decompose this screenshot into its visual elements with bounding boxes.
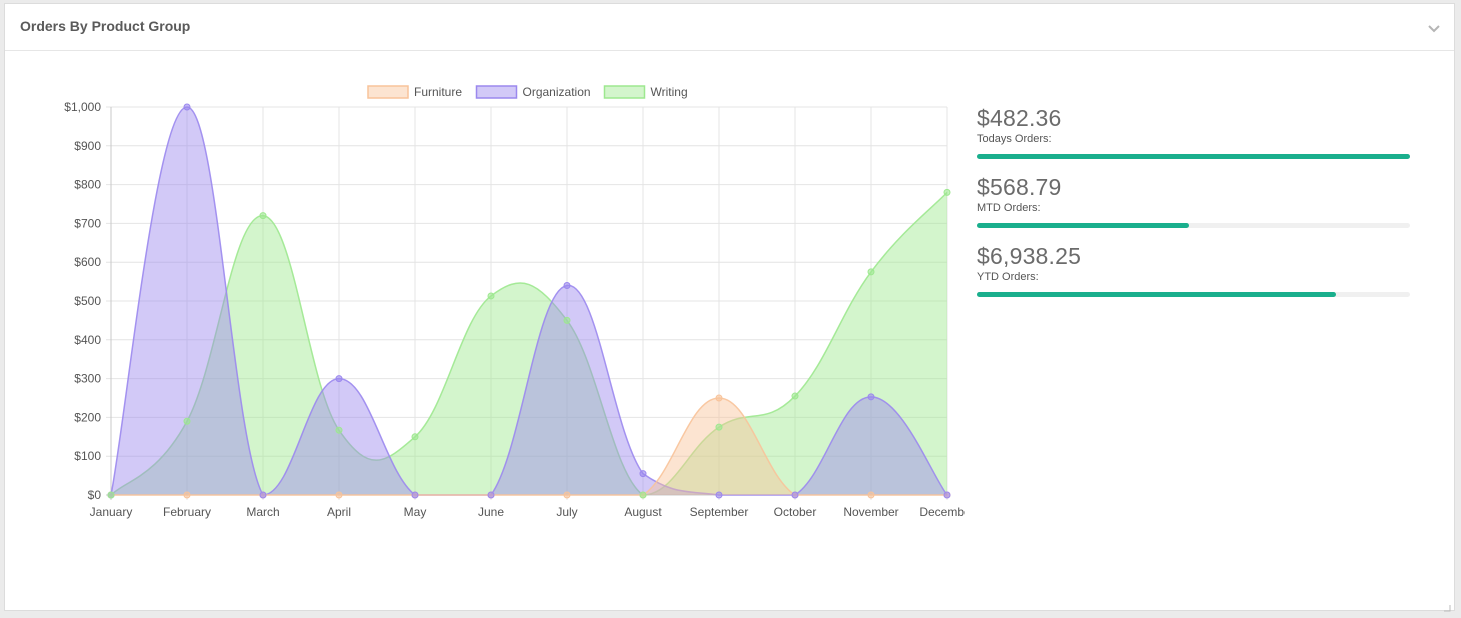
order-stats: $482.36 Todays Orders: $568.79 MTD Order… <box>977 104 1411 311</box>
data-point-organization <box>487 491 495 499</box>
y-tick-label: $1,000 <box>64 100 101 114</box>
data-point-writing <box>107 491 115 499</box>
orders-panel: Orders By Product Group $0 $100 $200 $300 $4… <box>4 3 1455 612</box>
chart-axes: $0 $100 $200 $300 $400 $500 $600 $700 $800 $900 $1… <box>64 100 965 519</box>
orders-chart: $0 $100 $200 $300 $400 $500 $600 $700 $800 $900 $1… <box>64 85 965 519</box>
panel-title: Orders By Product Group <box>20 18 191 34</box>
x-tick-label: December <box>919 505 965 519</box>
y-tick-label: $700 <box>74 216 101 230</box>
data-point-furniture <box>867 491 875 499</box>
y-tick-label: $600 <box>74 255 101 269</box>
data-point-writing <box>335 426 343 434</box>
y-tick-label: $0 <box>88 488 102 502</box>
x-tick-label: April <box>327 505 351 519</box>
legend-swatch-writing <box>603 85 646 99</box>
x-tick-label: May <box>404 505 427 519</box>
y-tick-label: $800 <box>74 178 101 192</box>
legend-label-furniture: Furniture <box>414 85 462 99</box>
progress-track <box>977 223 1410 228</box>
data-point-organization <box>335 375 343 383</box>
chart-grid <box>106 106 948 500</box>
data-point-writing <box>487 292 495 300</box>
data-point-furniture <box>563 491 571 499</box>
stat-label: Todays Orders: <box>977 133 1052 145</box>
stat-value: $568.79 <box>977 174 1062 200</box>
x-tick-label: February <box>163 505 211 519</box>
x-tick-label: January <box>90 505 133 519</box>
x-tick-label: September <box>690 505 749 519</box>
stat-value: $482.36 <box>977 105 1062 131</box>
stat-value: $6,938.25 <box>977 243 1082 269</box>
series-area-organization <box>111 107 947 495</box>
stat-label: MTD Orders: <box>977 202 1041 214</box>
x-tick-label: October <box>774 505 817 519</box>
data-point-writing <box>411 433 419 441</box>
panel-header: Orders By Product Group <box>5 4 1454 51</box>
data-point-furniture <box>715 394 723 402</box>
data-point-writing <box>943 188 951 196</box>
x-tick-label: November <box>843 505 898 519</box>
progress-track <box>977 292 1410 297</box>
data-point-writing <box>715 423 723 431</box>
data-point-writing <box>791 392 799 400</box>
data-point-furniture <box>335 491 343 499</box>
resize-handle-icon[interactable] <box>1443 599 1451 612</box>
data-point-organization <box>183 103 191 111</box>
stat-mtd-orders: $568.79 MTD Orders: <box>977 173 1411 242</box>
x-tick-label: July <box>556 505 577 519</box>
data-point-organization <box>867 393 875 401</box>
series-area-furniture <box>111 398 947 495</box>
data-point-writing <box>867 268 875 276</box>
data-point-writing <box>183 417 191 425</box>
x-tick-label: August <box>624 505 662 519</box>
data-point-organization <box>259 491 267 499</box>
legend-label-writing: Writing <box>651 85 688 99</box>
stat-ytd-orders: $6,938.25 YTD Orders: <box>977 242 1411 311</box>
progress-fill <box>977 223 1190 228</box>
progress-fill <box>977 154 1410 159</box>
legend-label-organization: Organization <box>523 85 591 99</box>
x-tick-label: June <box>478 505 504 519</box>
data-point-organization <box>411 491 419 499</box>
data-point-organization <box>639 470 647 478</box>
stat-todays-orders: $482.36 Todays Orders: <box>977 104 1411 173</box>
data-point-furniture <box>183 491 191 499</box>
data-point-writing <box>639 491 647 499</box>
chart-points <box>107 103 951 499</box>
progress-track <box>977 154 1410 159</box>
y-tick-label: $400 <box>74 333 101 347</box>
data-point-organization <box>791 491 799 499</box>
progress-fill <box>977 292 1337 297</box>
stat-label: YTD Orders: <box>977 271 1039 283</box>
x-tick-label: March <box>246 505 279 519</box>
y-tick-label: $500 <box>74 294 101 308</box>
data-point-organization <box>943 491 951 499</box>
data-point-writing <box>259 212 267 220</box>
legend-swatch-furniture <box>367 85 409 99</box>
y-tick-label: $900 <box>74 139 101 153</box>
data-point-writing <box>563 316 571 324</box>
chevron-down-icon[interactable] <box>1426 20 1442 36</box>
legend-swatch-organization <box>475 85 518 99</box>
y-tick-label: $100 <box>74 449 101 463</box>
y-tick-label: $300 <box>74 372 101 386</box>
data-point-organization <box>563 281 571 289</box>
data-point-organization <box>715 491 723 499</box>
chart-legend: Furniture Organization Writing <box>367 85 688 99</box>
y-tick-label: $200 <box>74 410 101 424</box>
